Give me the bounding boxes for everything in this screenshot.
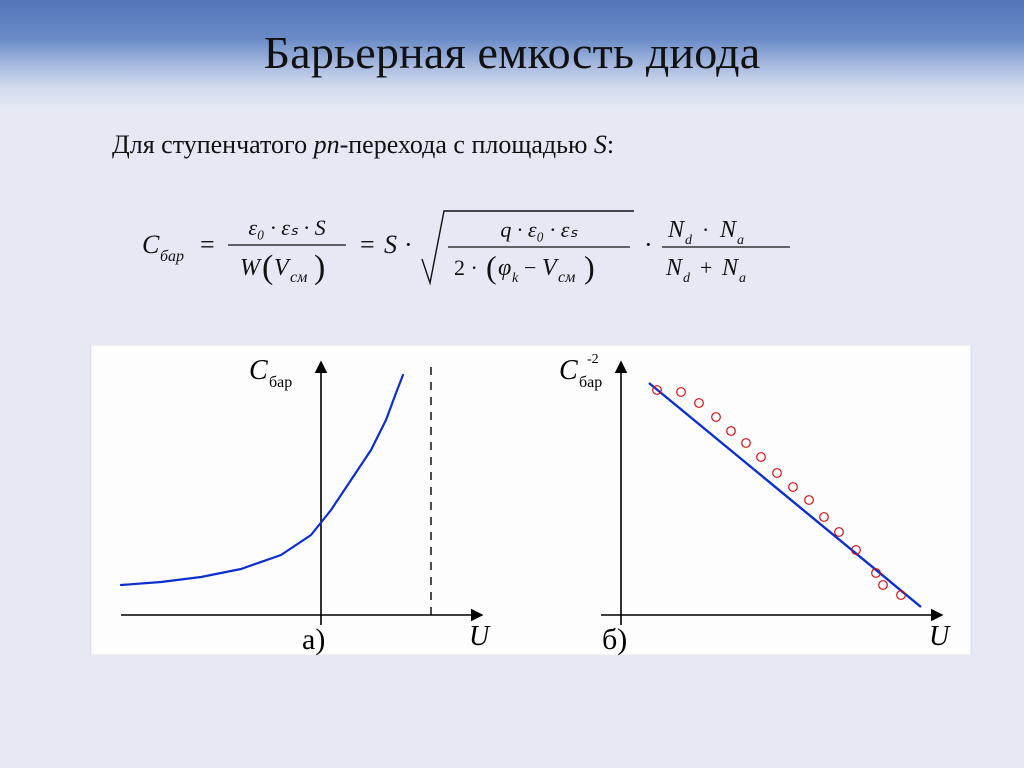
svg-text:+: + (700, 255, 712, 280)
svg-text:V: V (274, 255, 291, 281)
formula: Cбар=ε₀ · εₛ · SW(Vсм)=S·q · ε₀ · εₛ2 ·(… (0, 185, 1024, 310)
svg-text:см: см (290, 269, 307, 286)
subtitle-S: S (594, 130, 607, 159)
subtitle-end: : (607, 130, 614, 159)
svg-text:d: d (683, 271, 691, 286)
svg-text:N: N (665, 255, 684, 281)
svg-text:N: N (719, 217, 738, 243)
svg-text:S: S (384, 230, 397, 259)
svg-text:V: V (542, 255, 559, 281)
chart-b-label: б) (602, 623, 627, 657)
svg-text:бар: бар (160, 248, 184, 265)
slide: Барьерная емкость диода Для ступенчатого… (0, 0, 1024, 768)
svg-text:U: U (929, 621, 951, 652)
svg-text:·: · (404, 230, 413, 259)
svg-text:-2: -2 (587, 352, 599, 367)
subtitle: Для ступенчатого pn-перехода с площадью … (112, 130, 614, 160)
svg-text:φ: φ (498, 255, 511, 281)
svg-text:C: C (249, 355, 268, 386)
charts-svg: Cбар U C -2 бар U (91, 345, 971, 655)
svg-text:q · ε₀ · εₛ: q · ε₀ · εₛ (500, 217, 578, 242)
svg-text:C: C (142, 230, 160, 259)
svg-text:−: − (524, 255, 536, 280)
chart-a-label: а) (302, 623, 325, 657)
svg-text:a: a (739, 271, 746, 286)
svg-text:бар: бар (579, 374, 602, 391)
svg-text:N: N (667, 217, 686, 243)
svg-text:W: W (240, 255, 262, 281)
svg-text:=: = (360, 230, 375, 259)
svg-text:см: см (558, 269, 575, 286)
svg-text:a: a (737, 233, 744, 248)
svg-text:): ) (314, 249, 325, 286)
svg-text:=: = (200, 230, 215, 259)
svg-text:(: ( (262, 249, 273, 286)
svg-text:N: N (721, 255, 740, 281)
formula-svg: Cбар=ε₀ · εₛ · SW(Vсм)=S·q · ε₀ · εₛ2 ·(… (142, 185, 882, 305)
charts-panel: Cбар U C -2 бар U (90, 345, 972, 655)
svg-text:C: C (559, 355, 578, 386)
subtitle-prefix: Для ступенчатого (112, 130, 314, 159)
svg-text:·: · (644, 230, 653, 259)
svg-text:·: · (702, 217, 709, 242)
svg-text:2 ·: 2 · (454, 255, 478, 280)
svg-text:U: U (469, 621, 491, 652)
svg-text:k: k (512, 271, 519, 286)
svg-text:(: ( (486, 249, 497, 285)
svg-text:): ) (584, 249, 595, 285)
svg-text:бар: бар (269, 374, 292, 391)
page-title: Барьерная емкость диода (0, 26, 1024, 79)
subtitle-suffix: -перехода с площадью (340, 130, 594, 159)
svg-text:ε₀ · εₛ · S: ε₀ · εₛ · S (248, 215, 325, 240)
svg-text:d: d (685, 233, 693, 248)
subtitle-pn: pn (314, 130, 340, 159)
